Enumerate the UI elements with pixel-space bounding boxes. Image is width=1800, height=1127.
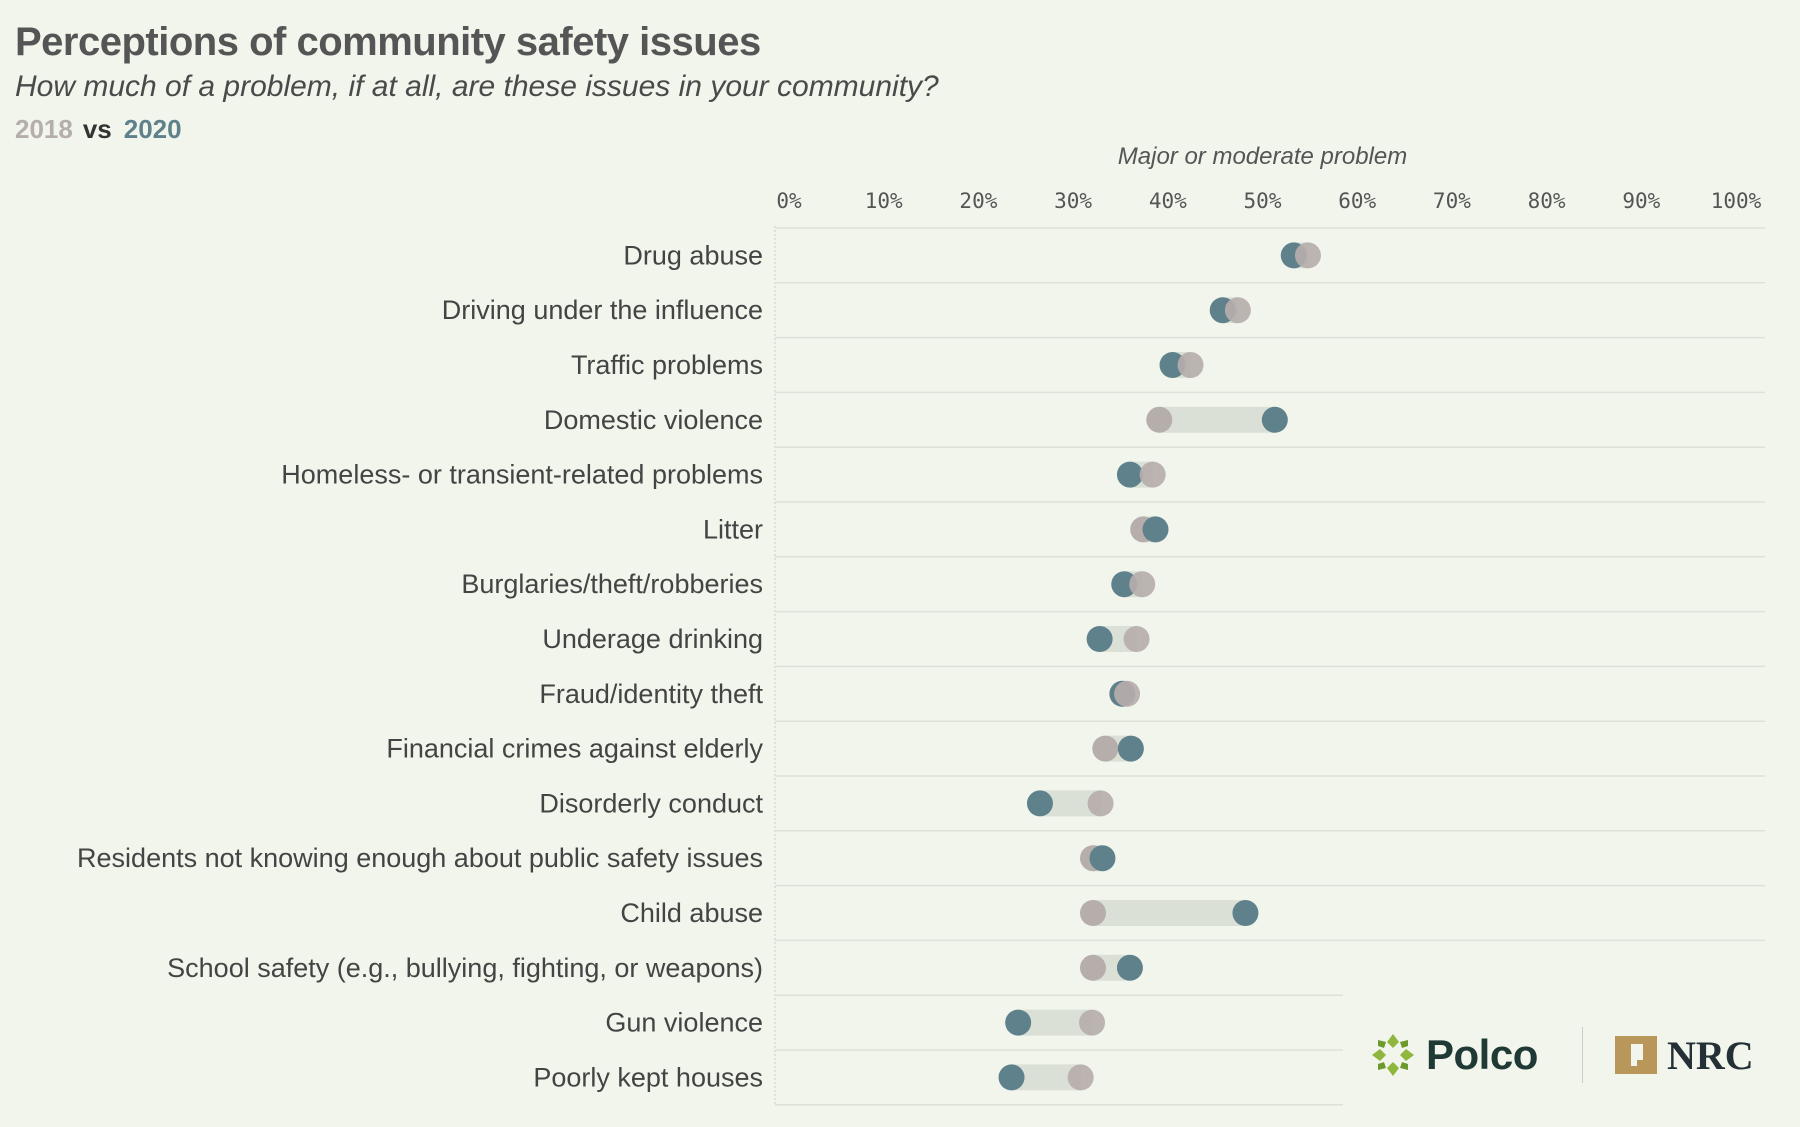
dot-2018 bbox=[1079, 954, 1106, 981]
dot-2018 bbox=[1067, 1064, 1094, 1091]
x-tick-label: 0% bbox=[776, 189, 802, 213]
legend-2018: 2018 bbox=[15, 114, 73, 144]
dot-2020 bbox=[1159, 352, 1186, 378]
polco-logo: Polco bbox=[1370, 1025, 1538, 1085]
dot-2018 bbox=[1092, 735, 1119, 762]
dot-2018 bbox=[1114, 680, 1141, 707]
category-label: Domestic violence bbox=[544, 405, 763, 435]
x-tick-label: 30% bbox=[1054, 189, 1092, 213]
polco-wordmark: Polco bbox=[1426, 1031, 1538, 1078]
category-label: Traffic problems bbox=[571, 350, 763, 380]
category-label: Disorderly conduct bbox=[539, 788, 763, 818]
dot-2020 bbox=[1089, 845, 1116, 872]
category-label: Driving under the influence bbox=[442, 295, 763, 325]
x-tick-label: 40% bbox=[1149, 189, 1187, 213]
dot-2020 bbox=[1142, 516, 1169, 543]
legend-vs: vs bbox=[82, 114, 112, 144]
dot-2020 bbox=[1111, 571, 1138, 598]
x-tick-label: 20% bbox=[959, 189, 997, 213]
logos: Polco NRC bbox=[1370, 1025, 1790, 1085]
legend: 2018 vs 2020 bbox=[15, 114, 182, 145]
x-tick-label: 70% bbox=[1433, 189, 1471, 213]
x-tick-label: 50% bbox=[1244, 189, 1282, 213]
dot-2020 bbox=[1005, 1009, 1032, 1036]
dot-2020 bbox=[1232, 900, 1259, 926]
dot-2020 bbox=[1116, 954, 1143, 981]
dot-2018 bbox=[1294, 242, 1321, 269]
dot-2018 bbox=[1079, 900, 1106, 926]
x-tick-label: 80% bbox=[1528, 189, 1566, 213]
dot-2020 bbox=[1116, 461, 1143, 488]
category-label: Drug abuse bbox=[623, 240, 763, 270]
dot-2018 bbox=[1087, 790, 1114, 817]
category-label: Gun violence bbox=[605, 1008, 763, 1038]
dot-2018 bbox=[1123, 626, 1150, 652]
category-label: Burglaries/theft/robberies bbox=[461, 569, 763, 599]
dot-2018 bbox=[1224, 297, 1251, 324]
legend-2020: 2020 bbox=[123, 114, 182, 144]
dot-2018 bbox=[1177, 352, 1204, 378]
dot-2018 bbox=[1129, 571, 1156, 598]
dot-2018 bbox=[1079, 1009, 1106, 1036]
category-label: Homeless- or transient-related problems bbox=[281, 460, 763, 490]
dot-2018 bbox=[1146, 406, 1173, 433]
category-label: School safety (e.g., bullying, fighting,… bbox=[167, 953, 763, 983]
x-tick-label: 90% bbox=[1622, 189, 1660, 213]
nrc-wordmark: NRC bbox=[1667, 1032, 1754, 1078]
category-label: Litter bbox=[703, 514, 763, 544]
x-tick-label: 10% bbox=[865, 189, 903, 213]
category-label: Financial crimes against elderly bbox=[386, 734, 763, 764]
category-label: Fraud/identity theft bbox=[539, 679, 763, 709]
x-tick-label: 60% bbox=[1338, 189, 1376, 213]
polco-mark-icon bbox=[1372, 1034, 1414, 1076]
dot-2020 bbox=[998, 1064, 1025, 1091]
chart-title: Perceptions of community safety issues bbox=[15, 20, 761, 64]
category-label: Residents not knowing enough about publi… bbox=[77, 843, 763, 873]
category-label: Child abuse bbox=[620, 898, 763, 928]
nrc-mark-icon bbox=[1615, 1036, 1657, 1074]
dot-2020 bbox=[1086, 626, 1113, 652]
nrc-logo: NRC bbox=[1615, 1025, 1754, 1085]
chart-subtitle: How much of a problem, if at all, are th… bbox=[15, 70, 939, 103]
x-axis-title: Major or moderate problem bbox=[1118, 143, 1407, 170]
category-label: Poorly kept houses bbox=[533, 1062, 763, 1092]
x-tick-label: 100% bbox=[1711, 189, 1762, 213]
dot-2020 bbox=[1026, 790, 1053, 817]
dot-2020 bbox=[1261, 406, 1288, 433]
logo-divider bbox=[1582, 1027, 1583, 1083]
category-label: Underage drinking bbox=[542, 624, 763, 654]
dot-2020 bbox=[1117, 735, 1144, 762]
dot-2018 bbox=[1139, 461, 1166, 488]
